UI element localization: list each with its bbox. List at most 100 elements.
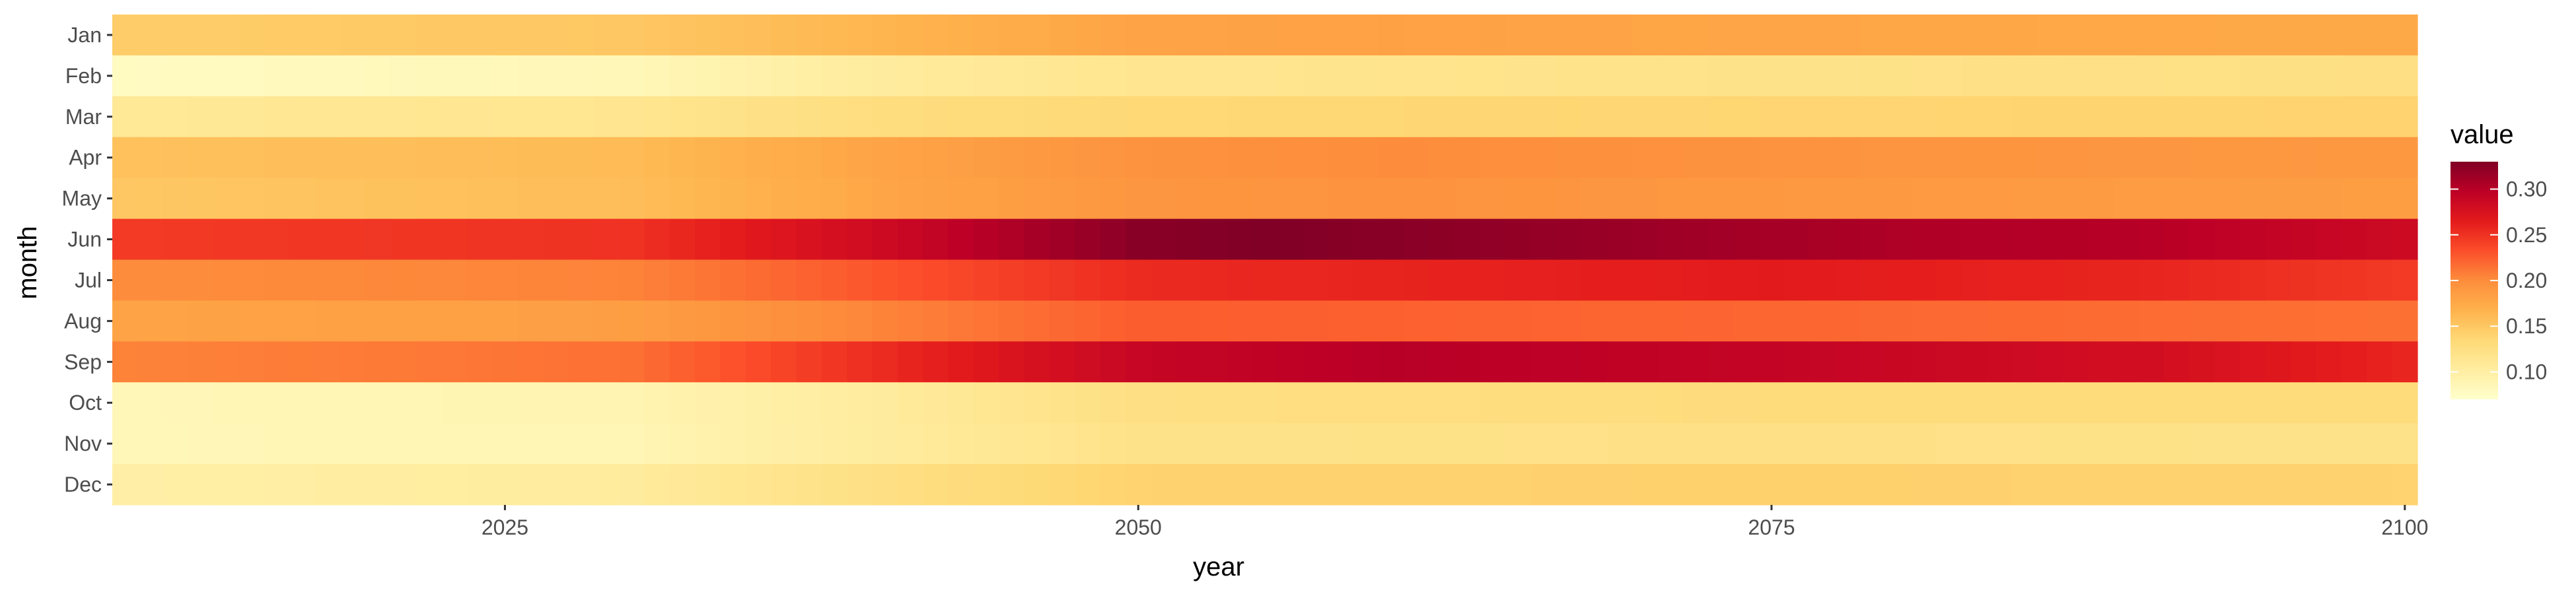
heatmap-cell [973,178,999,220]
heatmap-cell [137,15,164,56]
heatmap-cell [517,137,544,179]
heatmap-cell [2215,464,2241,506]
legend-tick-label: 0.20 [2506,269,2547,292]
y-tick-label: Dec [64,473,102,496]
heatmap-cell [1176,218,1202,261]
heatmap-cell [1632,300,1659,342]
heatmap-cell [314,259,341,302]
heatmap-cell [847,55,873,97]
heatmap-cell [112,178,138,220]
heatmap-cell [416,218,443,261]
heatmap-cell [2012,464,2038,506]
heatmap-cell [112,423,138,465]
heatmap-cell [619,137,645,179]
heatmap-cell [948,178,974,220]
heatmap-cell [1657,259,1684,302]
heatmap-cell [2367,259,2393,302]
heatmap-cell [2215,96,2241,138]
heatmap-cell [973,341,999,383]
y-tick-label: Jul [75,268,102,292]
heatmap-cell [1987,300,2013,342]
heatmap-cell [1682,423,1709,465]
heatmap-cell [137,300,164,342]
heatmap-cell [365,137,392,179]
heatmap-cell [1353,55,1380,97]
heatmap-cell [695,341,721,383]
heatmap-cell [2316,55,2342,97]
heatmap-cell [1378,178,1405,220]
heatmap-cell [1961,137,1987,179]
heatmap-cell [2088,300,2114,342]
heatmap-cell [2215,15,2241,56]
heatmap-cell [619,382,645,424]
heatmap-cell [1075,15,1101,56]
heatmap-cell [1328,464,1354,506]
heatmap-cell [1480,259,1506,302]
heatmap-cell [568,423,594,465]
heatmap-cell [821,300,847,342]
heatmap-cell [340,96,367,138]
heatmap-cell [1860,300,1886,342]
heatmap-cell [1328,300,1354,342]
heatmap-cell [771,259,797,302]
heatmap-cell [1075,218,1101,261]
heatmap-cell [1657,137,1684,179]
heatmap-cell [771,382,797,424]
heatmap-cell [314,341,341,383]
heatmap-cell [1632,96,1659,138]
heatmap-cell [188,300,214,342]
heatmap-cell [872,382,898,424]
heatmap-cell [821,218,847,261]
heatmap-cell [1277,423,1304,465]
y-tick-label: Apr [69,146,102,170]
heatmap-cell [238,178,265,220]
heatmap-cell [542,218,569,261]
heatmap-cell [213,96,240,138]
heatmap-cell [1657,15,1684,56]
heatmap-cell [1480,178,1506,220]
heatmap-cell [289,55,316,97]
heatmap-cell [695,382,721,424]
heatmap-cell [1328,341,1354,383]
heatmap-cell [669,218,696,261]
heatmap-cell [112,96,138,138]
heatmap-cell [1328,96,1354,138]
heatmap-cell [593,96,620,138]
heatmap-cell [1936,464,1962,506]
heatmap-cell [1480,423,1506,465]
heatmap-cell [1606,55,1633,97]
heatmap-cell [1987,96,2013,138]
heatmap-cell [1454,423,1481,465]
heatmap-cell [796,423,822,465]
heatmap-cell [2139,259,2165,302]
heatmap-cell [1277,341,1304,383]
heatmap-cell [1784,259,1810,302]
heatmap-cell [973,423,999,465]
heatmap-cell [1075,137,1101,179]
heatmap-cell [923,259,949,302]
heatmap-cell [1252,300,1278,342]
heatmap-cell [720,15,746,56]
heatmap-cell [390,15,417,56]
heatmap-cell [2113,382,2139,424]
heatmap-cell [1227,464,1253,506]
heatmap-cell [2265,464,2291,506]
heatmap-cell [2164,300,2190,342]
heatmap-cell [568,341,594,383]
heatmap-cell [213,300,240,342]
heatmap-cell [1809,341,1836,383]
heatmap-cell [1075,55,1101,97]
heatmap-cell [441,300,468,342]
heatmap-cell [1556,341,1582,383]
heatmap-cell [162,341,189,383]
heatmap-cell [948,300,974,342]
heatmap-cell [1733,137,1760,179]
heatmap-cell [948,218,974,261]
heatmap-cell [644,423,670,465]
heatmap-cell [897,178,923,220]
heatmap-cell [1961,423,1987,465]
heatmap-cell [2316,96,2342,138]
heatmap-cell [2063,218,2089,261]
heatmap-cell [1936,382,1962,424]
heatmap-cell [619,423,645,465]
